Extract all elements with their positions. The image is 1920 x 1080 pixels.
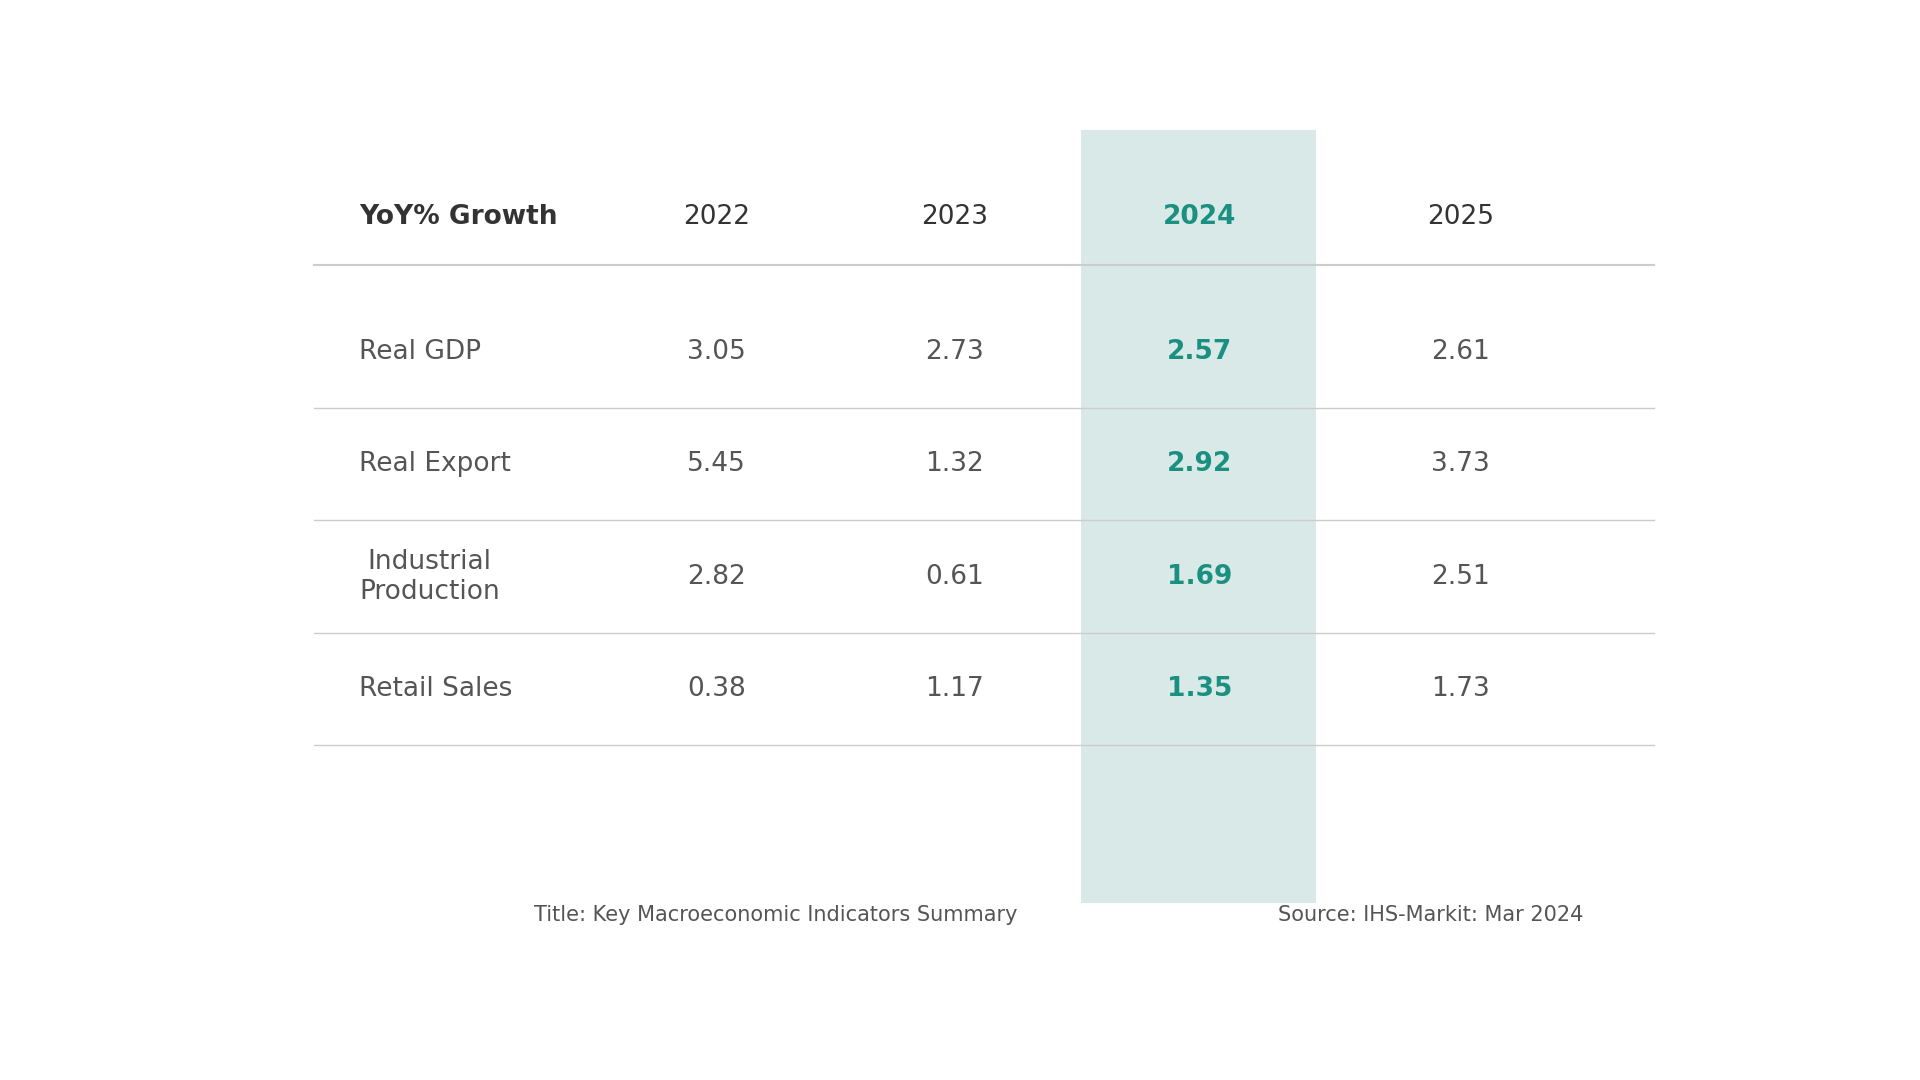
Text: 2025: 2025 [1427,204,1494,230]
Text: 0.61: 0.61 [925,564,983,590]
Text: 1.32: 1.32 [925,451,983,477]
Text: 5.45: 5.45 [687,451,745,477]
Text: Title: Key Macroeconomic Indicators Summary: Title: Key Macroeconomic Indicators Summ… [534,905,1018,926]
Text: Source: IHS-Markit: Mar 2024: Source: IHS-Markit: Mar 2024 [1277,905,1584,926]
Text: 1.17: 1.17 [925,676,983,702]
Text: 2.73: 2.73 [925,339,983,365]
Text: 2023: 2023 [922,204,987,230]
Text: Retail Sales: Retail Sales [359,676,513,702]
Text: Real GDP: Real GDP [359,339,482,365]
Bar [1081,130,1315,903]
Text: 2022: 2022 [684,204,749,230]
Text: 2024: 2024 [1164,204,1236,230]
Text: 1.35: 1.35 [1167,676,1233,702]
Text: 2.57: 2.57 [1167,339,1233,365]
Text: 3.73: 3.73 [1430,451,1490,477]
Text: 0.38: 0.38 [687,676,745,702]
Text: YoY% Growth: YoY% Growth [359,204,557,230]
Text: 1.73: 1.73 [1430,676,1490,702]
Text: 1.69: 1.69 [1167,564,1233,590]
Text: 2.61: 2.61 [1430,339,1490,365]
Text: Real Export: Real Export [359,451,511,477]
Text: 2.51: 2.51 [1430,564,1490,590]
Text: 2.82: 2.82 [687,564,745,590]
Text: 3.05: 3.05 [687,339,745,365]
Text: Industrial
Production: Industrial Production [359,549,499,605]
Text: 2.92: 2.92 [1167,451,1233,477]
